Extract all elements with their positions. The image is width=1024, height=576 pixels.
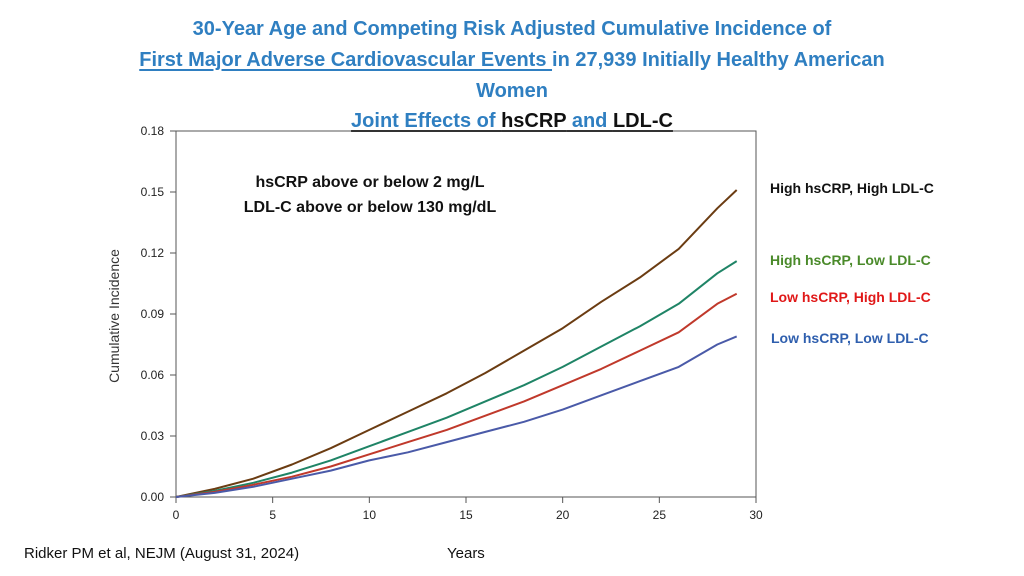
title-ldlc: LDL-C	[612, 110, 673, 132]
title-line-4: Joint Effects of hsCRP and LDL-C	[0, 106, 1024, 136]
title-hscrp: hsCRP	[501, 110, 567, 132]
y-tick-label: 0.18	[141, 124, 165, 138]
title-joint-prefix: Joint Effects of	[351, 110, 502, 132]
x-tick-label: 5	[269, 508, 276, 522]
legend-low-hscrp-low-ldlc: Low hsCRP, Low LDL-C	[771, 330, 929, 346]
series-line-high-hscrp-low-ldl-c	[175, 260, 738, 498]
x-tick-label: 0	[173, 508, 180, 522]
legend-high-hscrp-low-ldlc: High hsCRP, Low LDL-C	[770, 252, 931, 268]
series-line-low-hscrp-high-ldl-c	[175, 292, 738, 498]
legend-high-hscrp-high-ldlc: High hsCRP, High LDL-C	[770, 180, 934, 196]
y-tick-label: 0.00	[141, 490, 165, 504]
x-tick-label: 25	[653, 508, 667, 522]
threshold-note-ldlc: LDL-C above or below 130 mg/dL	[243, 199, 497, 216]
y-tick-label: 0.09	[141, 307, 165, 321]
title-and: and	[566, 110, 613, 132]
y-tick-label: 0.06	[141, 368, 165, 382]
y-tick-label: 0.12	[141, 246, 165, 260]
threshold-note: hsCRP above or below 2 mg/L LDL-C above …	[222, 170, 518, 220]
threshold-note-hscrp: hsCRP above or below 2 mg/L	[255, 174, 485, 191]
y-tick-label: 0.15	[141, 185, 165, 199]
legend-low-hscrp-high-ldlc: Low hsCRP, High LDL-C	[770, 289, 931, 305]
title-line-2-rest: in 27,939 Initially Healthy American	[552, 49, 885, 71]
x-tick-label: 10	[363, 508, 377, 522]
x-tick-label: 15	[459, 508, 473, 522]
x-tick-label: 20	[556, 508, 570, 522]
series-line-high-hscrp-high-ldl-c	[175, 189, 738, 498]
title-line-1: 30-Year Age and Competing Risk Adjusted …	[192, 18, 832, 40]
title-line-3: Women	[476, 80, 548, 102]
y-tick-label: 0.03	[141, 429, 165, 443]
title-joint-effects-link[interactable]: Joint Effects of hsCRP and LDL-C	[351, 110, 673, 132]
citation: Ridker PM et al, NEJM (August 31, 2024)	[24, 545, 300, 562]
x-axis-label: Years	[447, 545, 485, 562]
title-line-2: First Major Adverse Cardiovascular Event…	[0, 45, 1024, 75]
title-link-mace[interactable]: First Major Adverse Cardiovascular Event…	[139, 49, 553, 71]
series-line-low-hscrp-low-ldl-c	[175, 335, 738, 498]
y-axis-label: Cumulative Incidence	[106, 249, 122, 383]
x-tick-label: 30	[749, 508, 763, 522]
